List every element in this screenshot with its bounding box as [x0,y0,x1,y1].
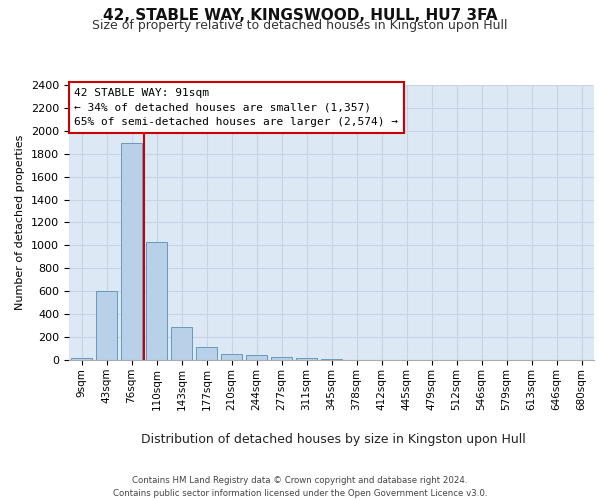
Bar [171,327,192,360]
Bar [246,356,267,360]
Text: Contains HM Land Registry data © Crown copyright and database right 2024.
Contai: Contains HM Land Registry data © Crown c… [113,476,487,498]
Bar [71,358,92,360]
Bar [96,291,117,360]
Bar [271,357,292,360]
Text: 42 STABLE WAY: 91sqm
← 34% of detached houses are smaller (1,357)
65% of semi-de: 42 STABLE WAY: 91sqm ← 34% of detached h… [74,88,398,128]
Bar [221,354,242,360]
Bar [146,242,167,360]
Y-axis label: Number of detached properties: Number of detached properties [16,135,25,310]
Text: Distribution of detached houses by size in Kingston upon Hull: Distribution of detached houses by size … [140,432,526,446]
Bar [121,144,142,360]
Text: 42, STABLE WAY, KINGSWOOD, HULL, HU7 3FA: 42, STABLE WAY, KINGSWOOD, HULL, HU7 3FA [103,8,497,22]
Bar [296,358,317,360]
Text: Size of property relative to detached houses in Kingston upon Hull: Size of property relative to detached ho… [92,18,508,32]
Bar [196,347,217,360]
